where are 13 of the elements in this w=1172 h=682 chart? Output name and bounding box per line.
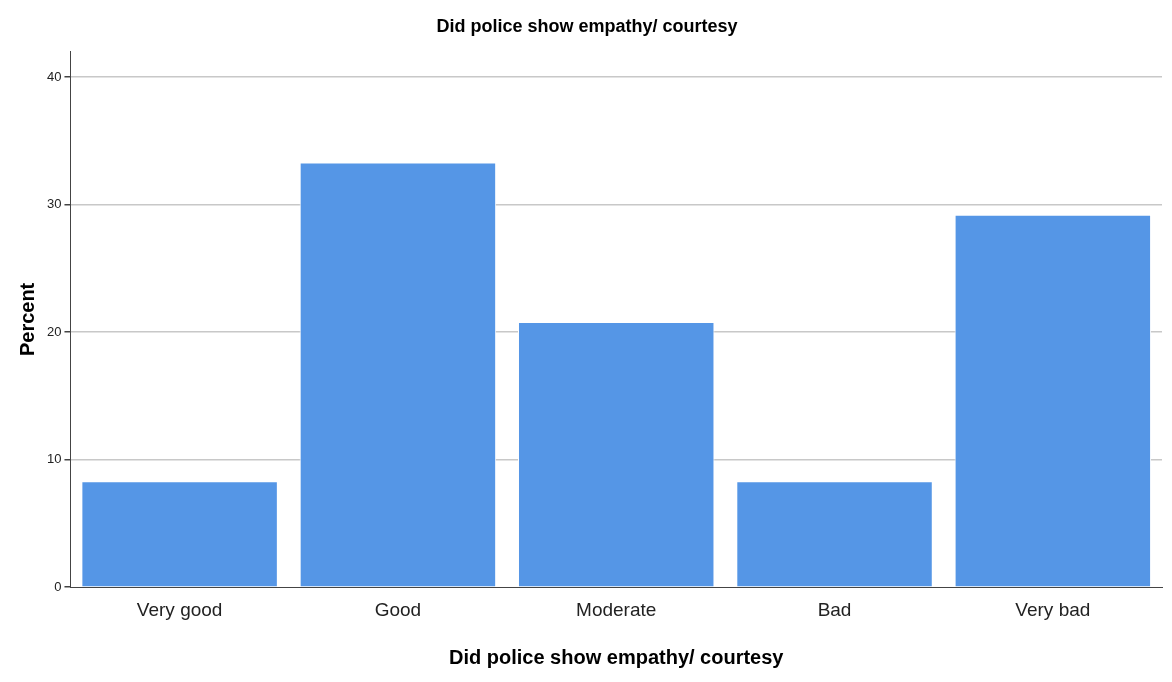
y-tick-label: 0 <box>54 578 62 594</box>
x-tick-label: Bad <box>817 598 852 620</box>
y-tick-label: 10 <box>46 451 62 467</box>
y-axis-title: Percent <box>15 282 38 357</box>
chart-title: Did police show empathy/ courtesy <box>436 15 738 36</box>
x-tick-label: Very bad <box>1015 598 1091 620</box>
y-tick-label: 30 <box>46 196 62 212</box>
y-tick-label: 40 <box>46 68 62 84</box>
x-tick-label: Very good <box>136 598 223 620</box>
y-tick-label: 20 <box>46 323 62 339</box>
x-axis-title: Did police show empathy/ courtesy <box>448 645 785 668</box>
x-tick-label: Good <box>374 598 422 620</box>
x-tick-label: Moderate <box>576 598 657 620</box>
